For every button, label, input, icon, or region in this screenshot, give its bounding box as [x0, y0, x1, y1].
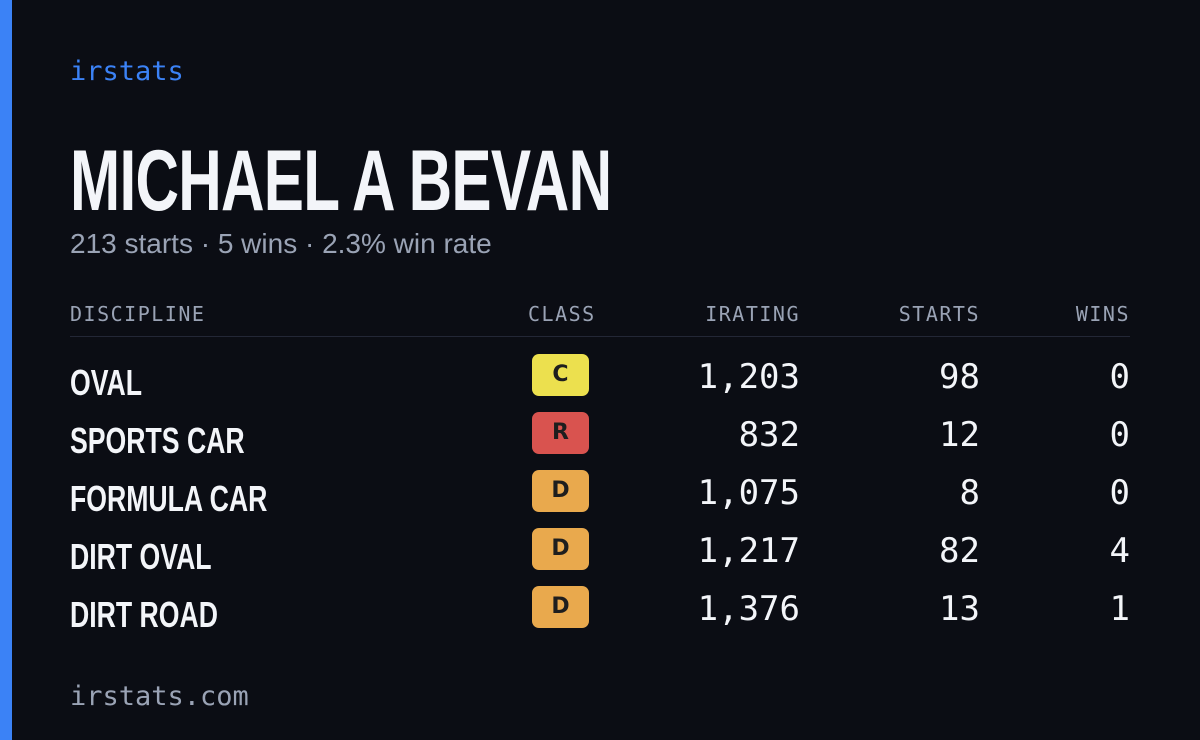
irating: 1,075 — [697, 473, 800, 513]
driver-summary: 213 starts · 5 wins · 2.3% win rate — [70, 228, 492, 259]
starts: 12 — [939, 415, 980, 455]
discipline: SPORTS CAR — [70, 420, 245, 461]
driver-name: MICHAEL A BEVAN — [70, 133, 612, 229]
column-header: CLASS — [528, 302, 596, 326]
header-rule — [70, 336, 1130, 337]
column-header: IRATING — [705, 302, 800, 326]
irating: 1,217 — [697, 531, 800, 571]
wins: 4 — [1109, 531, 1130, 571]
wins: 0 — [1109, 473, 1130, 513]
footer: irstats.com — [70, 681, 249, 712]
discipline: OVAL — [70, 362, 143, 403]
starts: 13 — [939, 589, 980, 629]
starts: 8 — [959, 473, 980, 513]
class-badge: R — [532, 412, 589, 454]
irating: 1,376 — [697, 589, 800, 629]
wins: 1 — [1109, 589, 1130, 629]
wins: 0 — [1109, 415, 1130, 455]
starts: 98 — [939, 357, 980, 397]
column-header: STARTS — [898, 302, 980, 326]
class-badge: D — [532, 528, 589, 570]
discipline: DIRT OVAL — [70, 536, 212, 577]
class-badge: D — [532, 470, 589, 512]
class-badge: D — [532, 586, 589, 628]
starts: 82 — [939, 531, 980, 571]
discipline: DIRT ROAD — [70, 594, 218, 635]
irating: 1,203 — [697, 357, 800, 397]
irating: 832 — [738, 415, 800, 455]
accent-bar — [0, 0, 12, 740]
column-header: WINS — [1075, 302, 1130, 326]
discipline: FORMULA CAR — [70, 478, 268, 519]
brand: irstats — [70, 56, 184, 87]
column-header: DISCIPLINE — [70, 302, 206, 326]
wins: 0 — [1109, 357, 1130, 397]
class-badge: C — [532, 354, 589, 396]
